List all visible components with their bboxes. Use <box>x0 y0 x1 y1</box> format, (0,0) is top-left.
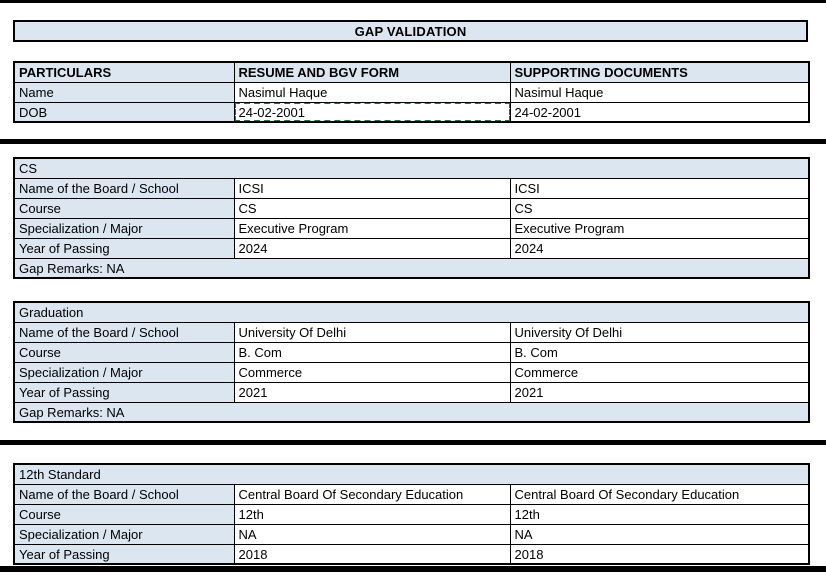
cell-course-resume[interactable]: 12th <box>233 503 511 525</box>
col-header-resume-bgv[interactable]: RESUME AND BGV FORM <box>233 61 511 83</box>
gap-remarks-row: Gap Remarks: NA <box>13 257 810 279</box>
row-label-course[interactable]: Course <box>13 503 235 525</box>
page-bottom-border <box>0 566 826 572</box>
row-label-board-school[interactable]: Name of the Board / School <box>13 321 235 343</box>
section-title-row: 12th Standard <box>13 463 810 485</box>
cell-name-supporting[interactable]: Nasimul Haque <box>509 81 810 103</box>
table-row: Name of the Board / School ICSI ICSI <box>13 177 810 199</box>
section-table-graduation: Graduation Name of the Board / School Un… <box>13 301 811 423</box>
page-title: GAP VALIDATION <box>13 20 808 42</box>
cell-specialization-supporting[interactable]: NA <box>509 523 810 545</box>
particulars-table: PARTICULARS RESUME AND BGV FORM SUPPORTI… <box>13 61 810 123</box>
row-label-name[interactable]: Name <box>13 81 235 103</box>
col-header-particulars[interactable]: PARTICULARS <box>13 61 235 83</box>
table-row: Course CS CS <box>13 197 810 219</box>
cell-specialization-resume[interactable]: Executive Program <box>233 217 511 239</box>
cell-year-resume[interactable]: 2021 <box>233 381 511 403</box>
table-row: Year of Passing 2024 2024 <box>13 237 810 259</box>
table-row: Course B. Com B. Com <box>13 341 810 363</box>
cell-board-supporting[interactable]: Central Board Of Secondary Education <box>509 483 810 505</box>
cell-board-supporting[interactable]: ICSI <box>509 177 810 199</box>
row-label-dob[interactable]: DOB <box>13 101 235 123</box>
gap-remarks-graduation[interactable]: Gap Remarks: NA <box>13 401 810 423</box>
section-divider-line <box>0 139 826 144</box>
table-row: Course 12th 12th <box>13 503 810 525</box>
cell-specialization-resume[interactable]: NA <box>233 523 511 545</box>
cell-specialization-supporting[interactable]: Executive Program <box>509 217 810 239</box>
cell-year-supporting[interactable]: 2018 <box>509 543 810 565</box>
cell-course-resume[interactable]: CS <box>233 197 511 219</box>
row-label-board-school[interactable]: Name of the Board / School <box>13 177 235 199</box>
cell-specialization-supporting[interactable]: Commerce <box>509 361 810 383</box>
section-title-12th[interactable]: 12th Standard <box>13 463 810 485</box>
row-label-specialization[interactable]: Specialization / Major <box>13 361 235 383</box>
section-table-cs: CS Name of the Board / School ICSI ICSI … <box>13 157 811 279</box>
section-title-graduation[interactable]: Graduation <box>13 301 810 323</box>
cell-course-resume[interactable]: B. Com <box>233 341 511 363</box>
cell-year-resume[interactable]: 2024 <box>233 237 511 259</box>
cell-board-resume[interactable]: University Of Delhi <box>233 321 511 343</box>
gap-remarks-row: Gap Remarks: NA <box>13 401 810 423</box>
cell-dob-supporting[interactable]: 24-02-2001 <box>509 101 810 123</box>
cell-course-supporting[interactable]: CS <box>509 197 810 219</box>
cell-course-supporting[interactable]: 12th <box>509 503 810 525</box>
table-row: Specialization / Major Commerce Commerce <box>13 361 810 383</box>
table-row: Specialization / Major NA NA <box>13 523 810 545</box>
cell-course-supporting[interactable]: B. Com <box>509 341 810 363</box>
cell-board-resume[interactable]: ICSI <box>233 177 511 199</box>
cell-specialization-resume[interactable]: Commerce <box>233 361 511 383</box>
header-row: PARTICULARS RESUME AND BGV FORM SUPPORTI… <box>13 61 810 83</box>
section-divider-line <box>0 440 826 445</box>
cell-board-supporting[interactable]: University Of Delhi <box>509 321 810 343</box>
table-row: Year of Passing 2018 2018 <box>13 543 810 565</box>
gap-remarks-cs[interactable]: Gap Remarks: NA <box>13 257 810 279</box>
cell-year-resume[interactable]: 2018 <box>233 543 511 565</box>
table-row: Specialization / Major Executive Program… <box>13 217 810 239</box>
row-label-board-school[interactable]: Name of the Board / School <box>13 483 235 505</box>
table-row: Name Nasimul Haque Nasimul Haque <box>13 81 810 103</box>
row-label-year[interactable]: Year of Passing <box>13 543 235 565</box>
section-title-row: Graduation <box>13 301 810 323</box>
table-row: Name of the Board / School University Of… <box>13 321 810 343</box>
section-title-cs[interactable]: CS <box>13 157 810 179</box>
cell-dob-resume-copied[interactable]: 24-02-2001 <box>233 101 511 123</box>
section-title-row: CS <box>13 157 810 179</box>
cell-dob-resume-value: 24-02-2001 <box>238 104 306 120</box>
row-label-course[interactable]: Course <box>13 197 235 219</box>
row-label-year[interactable]: Year of Passing <box>13 237 235 259</box>
table-row: Year of Passing 2021 2021 <box>13 381 810 403</box>
row-label-specialization[interactable]: Specialization / Major <box>13 217 235 239</box>
page-top-border <box>0 0 826 3</box>
row-label-course[interactable]: Course <box>13 341 235 363</box>
cell-board-resume[interactable]: Central Board Of Secondary Education <box>233 483 511 505</box>
cell-year-supporting[interactable]: 2021 <box>509 381 810 403</box>
section-table-12th: 12th Standard Name of the Board / School… <box>13 463 810 565</box>
row-label-specialization[interactable]: Specialization / Major <box>13 523 235 545</box>
table-row: DOB 24-02-2001 24-02-2001 <box>13 101 810 123</box>
col-header-supporting-docs[interactable]: SUPPORTING DOCUMENTS <box>509 61 810 83</box>
row-label-year[interactable]: Year of Passing <box>13 381 235 403</box>
table-row: Name of the Board / School Central Board… <box>13 483 810 505</box>
cell-name-resume[interactable]: Nasimul Haque <box>233 81 511 103</box>
cell-year-supporting[interactable]: 2024 <box>509 237 810 259</box>
